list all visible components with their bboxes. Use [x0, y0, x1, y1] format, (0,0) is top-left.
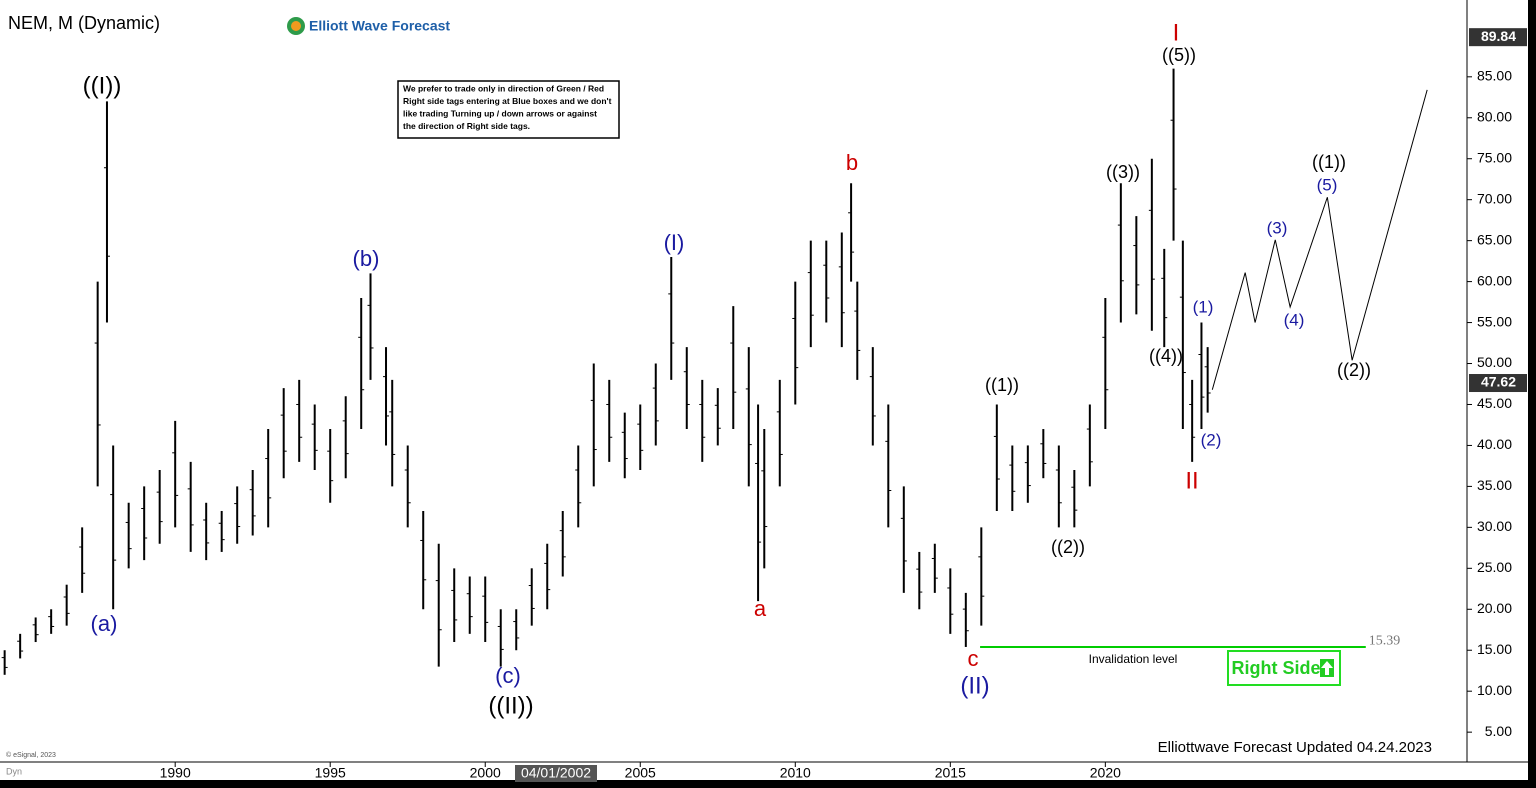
- note-line: We prefer to trade only in direction of …: [403, 83, 604, 93]
- price-tag-bg: [1469, 374, 1527, 393]
- wave-label: (1): [1193, 297, 1214, 316]
- wave-label: (2): [1201, 430, 1222, 449]
- price-tag: 89.84: [1481, 28, 1516, 44]
- x-tick-label: 2010: [780, 765, 811, 781]
- wave-label: (4): [1284, 310, 1305, 329]
- wave-label: I: [1173, 19, 1180, 46]
- y-tick-label: 50.00: [1477, 354, 1512, 370]
- footer: Elliottwave Forecast Updated 04.24.2023: [1158, 739, 1432, 756]
- cursor-date: 04/01/2002: [521, 765, 591, 781]
- y-tick-label: 10.00: [1477, 682, 1512, 698]
- y-tick-label: 80.00: [1477, 108, 1512, 124]
- wave-label: (II): [960, 672, 989, 699]
- y-tick-label: 30.00: [1477, 518, 1512, 534]
- y-tick-label: 5.00: [1485, 723, 1512, 739]
- wave-label: ((I)): [83, 72, 122, 99]
- wave-label: c: [968, 646, 979, 671]
- wave-label: ((1)): [1312, 152, 1346, 172]
- note-line: like trading Turning up / down arrows or…: [403, 108, 597, 118]
- price-tag: 47.62: [1481, 374, 1516, 390]
- chart-title: NEM, M (Dynamic): [8, 13, 160, 33]
- wave-label: II: [1185, 467, 1198, 494]
- source: © eSignal, 2023: [6, 751, 56, 759]
- wave-label: ((4)): [1149, 346, 1183, 366]
- invalidation-text: Invalidation level: [1089, 652, 1178, 666]
- wave-label: (5): [1317, 175, 1338, 194]
- y-tick-label: 15.00: [1477, 641, 1512, 657]
- wave-label: (I): [664, 230, 685, 255]
- note-line: Right side tags entering at Blue boxes a…: [403, 96, 612, 106]
- y-tick-label: 70.00: [1477, 190, 1512, 206]
- note-line: the direction of Right side tags.: [403, 121, 530, 131]
- note-box: [397, 80, 620, 139]
- wave-label: ((3)): [1106, 162, 1140, 182]
- wave-label: b: [846, 150, 858, 175]
- dyn-label: Dyn: [6, 766, 22, 776]
- price-tag-bg: [1469, 28, 1527, 47]
- projection-path: [1211, 89, 1428, 390]
- x-tick-label: 2000: [470, 765, 501, 781]
- y-tick-label: 55.00: [1477, 313, 1512, 329]
- right-side-label: Right Side: [1232, 658, 1321, 678]
- wave-label: ((2)): [1051, 537, 1085, 557]
- wave-label: ((II)): [488, 692, 533, 719]
- y-tick-label: 25.00: [1477, 559, 1512, 575]
- wave-label: ((1)): [985, 375, 1019, 395]
- wave-label: ((5)): [1162, 45, 1196, 65]
- x-tick-label: 2015: [935, 765, 966, 781]
- wave-label: (c): [495, 663, 521, 688]
- wave-label: a: [754, 596, 767, 621]
- y-tick-label: 40.00: [1477, 436, 1512, 452]
- x-tick-label: 2005: [625, 765, 656, 781]
- wave-label: (3): [1267, 218, 1288, 237]
- y-tick-label: 65.00: [1477, 231, 1512, 247]
- wave-label: (b): [353, 246, 380, 271]
- logo-text: Elliott Wave Forecast: [309, 18, 450, 34]
- x-tick-label: 2020: [1090, 765, 1121, 781]
- y-tick-label: 60.00: [1477, 272, 1512, 288]
- y-tick-label: 35.00: [1477, 477, 1512, 493]
- invalidation-value: 15.39: [1369, 633, 1401, 648]
- right-side-arrow: [1321, 661, 1333, 675]
- y-tick-label: 85.00: [1477, 68, 1512, 84]
- x-tick-label: 1990: [160, 765, 191, 781]
- y-tick-label: 45.00: [1477, 395, 1512, 411]
- x-tick-label: 1995: [315, 765, 346, 781]
- logo-icon-inner: [291, 21, 301, 31]
- wave-label: (a): [91, 611, 118, 636]
- cursor-date-bg: [515, 765, 597, 782]
- y-tick-label: 75.00: [1477, 149, 1512, 165]
- wave-label: ((2)): [1337, 360, 1371, 380]
- y-tick-label: 20.00: [1477, 600, 1512, 616]
